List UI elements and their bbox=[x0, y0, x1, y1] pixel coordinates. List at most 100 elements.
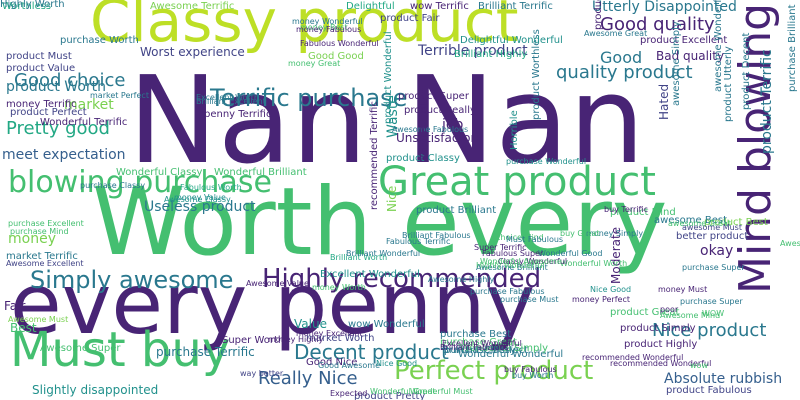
word-cloud-word: market Worth bbox=[306, 333, 375, 344]
word-cloud-word: quality product bbox=[556, 62, 693, 83]
word-cloud-word: Horrible bbox=[509, 110, 520, 150]
word-cloud-word: product Classy bbox=[386, 153, 460, 164]
word-cloud-word: recommended Wonderful bbox=[582, 353, 684, 362]
word-cloud-word: money bbox=[8, 231, 56, 247]
word-cloud-word: Good quality bbox=[600, 14, 715, 35]
word-cloud-word: buy Fabulous bbox=[504, 365, 557, 374]
word-cloud-word: Hated bbox=[657, 83, 671, 120]
word-cloud-word: poor bbox=[660, 305, 679, 314]
word-cloud-word: Unsatisfactory bbox=[396, 131, 483, 145]
word-cloud-word: purchase Classy bbox=[80, 181, 146, 190]
word-cloud-word: Brilliant Excellent bbox=[196, 97, 266, 106]
word-cloud-word: Wonderful Good bbox=[538, 249, 603, 258]
word-cloud-word: awesome Simply bbox=[671, 21, 682, 106]
word-cloud-word: okay bbox=[700, 243, 734, 259]
word-cloud-word: Fabulous Super bbox=[482, 249, 544, 258]
word-cloud-word: awesome Must bbox=[682, 223, 742, 232]
word-cloud-word: purchase Mind bbox=[10, 227, 69, 236]
word-cloud-word: Brilliant Worth bbox=[330, 253, 388, 262]
word-cloud-word: Good choice bbox=[14, 70, 126, 91]
word-cloud-word: market Perfect bbox=[90, 91, 149, 100]
word-cloud-word: product Wonderful bbox=[593, 0, 604, 30]
word-cloud-word: money Simply bbox=[586, 229, 644, 238]
word-cloud-word: Good Good bbox=[308, 51, 364, 62]
word-cloud-word: Awesome Great bbox=[584, 29, 648, 38]
word-cloud-word: Fair bbox=[4, 299, 26, 313]
word-cloud-word: product Decent bbox=[741, 32, 752, 110]
word-cloud-word: Brilliant Fabulous bbox=[402, 231, 471, 240]
word-cloud-word: Brilliant Terrific bbox=[478, 1, 553, 12]
word-cloud-word: Nice Good bbox=[376, 359, 418, 368]
word-cloud-word: product Perfect bbox=[10, 107, 87, 118]
word-cloud-word: Useless product bbox=[144, 199, 256, 215]
word-cloud-word: wow Wonderful bbox=[348, 319, 425, 330]
word-cloud-word: Fabulous Wonderful bbox=[300, 39, 379, 48]
word-cloud-word: purchase Excellent bbox=[8, 219, 84, 228]
word-cloud-word: recommended Wonderful bbox=[610, 359, 712, 368]
word-cloud-word: Awesome Brilliant bbox=[476, 263, 548, 272]
word-cloud-word: choice Mind bbox=[496, 233, 544, 242]
word-cloud-word: Brilliant Wonderful bbox=[346, 249, 421, 258]
word-cloud-word: Perfect product bbox=[394, 356, 594, 386]
word-cloud-word: Wonderful Awesome bbox=[480, 257, 562, 266]
word-cloud-word: market Terrific bbox=[6, 251, 78, 262]
word-cloud-word: buy Terrific bbox=[604, 205, 648, 214]
word-cloud-word: blowing purchase bbox=[8, 165, 272, 200]
word-cloud-word: Slightly disappointed bbox=[32, 383, 159, 397]
word-cloud-word: product Simply bbox=[620, 323, 696, 334]
word-cloud-word: Wonderful Must bbox=[410, 387, 473, 396]
word-cloud-word: Excellent Wonderful bbox=[442, 339, 522, 348]
word-cloud-word: product Brilliant bbox=[416, 205, 497, 216]
word-cloud-word: product Great bbox=[610, 307, 680, 318]
word-cloud-word: Great product bbox=[378, 159, 656, 205]
word-cloud-word: Fabulous Terrific bbox=[386, 237, 451, 246]
word-cloud-word: Awesome Wonderful bbox=[780, 239, 800, 248]
word-cloud-word: product Best bbox=[704, 217, 768, 228]
word-cloud-word: Terrible product bbox=[418, 43, 528, 59]
word-cloud-word: Simply awesome bbox=[30, 266, 234, 294]
word-cloud-word: Expected bbox=[330, 389, 368, 398]
word-cloud-word: Awesome Classy bbox=[164, 195, 231, 204]
word-cloud-word: Awesome Super bbox=[40, 343, 121, 354]
word-cloud-word: product Fair bbox=[380, 13, 440, 24]
word-cloud-word: purchase Best bbox=[440, 329, 512, 340]
word-cloud-word: Value bbox=[294, 317, 327, 331]
word-cloud-word: Good bbox=[600, 48, 643, 67]
word-cloud-word: awesome Great bbox=[668, 219, 731, 228]
word-cloud-word: Worst experience bbox=[140, 45, 245, 59]
word-cloud-word: Awesome Fabulous bbox=[392, 125, 469, 134]
word-cloud-word: purchase Wonderful bbox=[506, 157, 587, 166]
word-cloud-word: recommended Terrific bbox=[369, 101, 380, 210]
word-cloud-word: Best bbox=[10, 321, 37, 335]
word-cloud-word: money Great bbox=[288, 59, 341, 68]
word-cloud-word: wow Terrific bbox=[410, 1, 469, 12]
word-cloud-word: purchase Super bbox=[682, 263, 745, 272]
word-cloud-word: Awesome Terrific bbox=[150, 1, 235, 12]
word-cloud-word: Nice Good bbox=[590, 285, 632, 294]
word-cloud-word: every penny bbox=[10, 255, 536, 353]
word-cloud-word: Delightful Wonderful bbox=[460, 35, 563, 46]
word-cloud-word: Utterly Disappointed bbox=[592, 0, 737, 15]
word-cloud-word: Excellent Wonderful bbox=[320, 269, 420, 280]
word-cloud-word: Excellent Worth bbox=[196, 93, 259, 102]
word-cloud-word: product Excellent bbox=[640, 35, 728, 46]
word-cloud-word: product Mind bbox=[610, 207, 676, 218]
word-cloud-word: purchase Worth bbox=[60, 35, 139, 46]
word-cloud-word: product Worth bbox=[6, 79, 107, 95]
word-cloud-word: penny Terrific bbox=[204, 109, 272, 120]
word-cloud-word: money Fabulous bbox=[296, 25, 362, 34]
word-cloud-word: Wonderful Terrific bbox=[40, 117, 128, 128]
word-cloud-word: Decent product bbox=[294, 340, 449, 364]
word-cloud-word: Must buy bbox=[10, 322, 231, 378]
word-cloud-word: job bbox=[442, 117, 464, 133]
word-cloud-word: Awesome Highly bbox=[428, 275, 495, 284]
word-cloud-word: Wonderful Great bbox=[370, 387, 436, 396]
word-cloud-word: Awesome Mind bbox=[660, 311, 721, 320]
word-cloud-word: Highly recommended bbox=[262, 264, 542, 294]
word-cloud-word: buy Worth bbox=[512, 371, 554, 380]
word-cloud-word: awesome Best bbox=[654, 215, 728, 226]
word-cloud-word: product Utterly bbox=[723, 46, 734, 122]
word-cloud-word: Classy product bbox=[90, 0, 519, 55]
word-cloud-word: Brilliant Fabulous bbox=[440, 343, 509, 352]
